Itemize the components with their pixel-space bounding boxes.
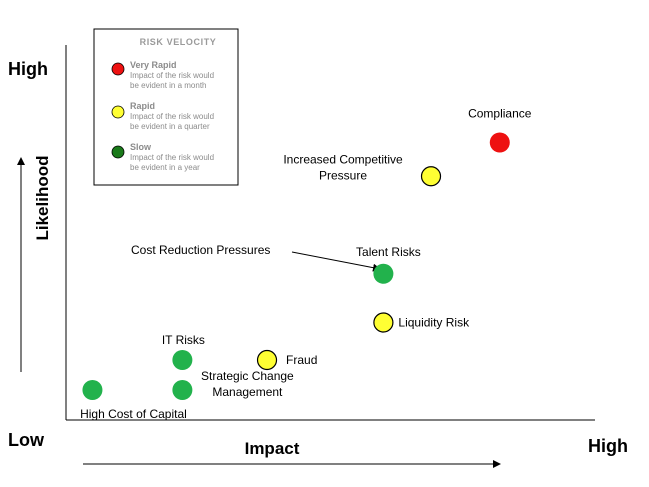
legend-slow-desc-1: Impact of the risk would — [130, 153, 214, 162]
legend-very-rapid-desc-2: be evident in a month — [130, 81, 207, 90]
data-points: Compliance Increased Competitive Pressure T… — [80, 107, 532, 422]
x-axis-title: Impact — [245, 439, 300, 458]
point-fraud — [256, 349, 278, 371]
legend-title: RISK VELOCITY — [140, 37, 217, 47]
x-low-label: Low — [8, 430, 45, 450]
point-label-high-cost-of-capital: High Cost of Capital — [80, 407, 187, 421]
legend-slow-desc-2: be evident in a year — [130, 163, 200, 172]
x-high-label: High — [588, 436, 628, 456]
point-strategic-change-management — [172, 380, 193, 400]
point-it-risks — [172, 350, 193, 370]
point-label-it-risks: IT Risks — [162, 333, 205, 347]
legend-very-rapid-name: Very Rapid — [130, 60, 177, 70]
point-label-talent-risks: Talent Risks — [356, 245, 421, 259]
point-label-increased-competitive-pressure-line-1: Increased Competitive — [283, 152, 403, 166]
point-talent-risks — [373, 263, 394, 284]
legend-very-rapid-swatch — [111, 62, 125, 76]
point-increased-competitive-pressure — [420, 166, 442, 187]
point-liquidity-risk — [373, 312, 394, 333]
legend-rapid-name: Rapid — [130, 101, 155, 111]
annotation-cost-reduction: Cost Reduction Pressures — [131, 243, 270, 257]
point-compliance — [489, 132, 510, 153]
annotation-cost-reduction-arrow — [291, 251, 381, 272]
legend-very-rapid-desc-1: Impact of the risk would — [130, 71, 214, 80]
point-label-strategic-change-management-line-1: Strategic Change — [201, 369, 294, 383]
point-label-fraud: Fraud — [286, 353, 317, 367]
y-high-label: High — [8, 59, 48, 79]
legend-rapid-desc-1: Impact of the risk would — [130, 112, 214, 121]
legend-slow-name: Slow — [130, 142, 152, 152]
legend-rapid-desc-2: be evident in a quarter — [130, 122, 210, 131]
legend: RISK VELOCITY Very Rapid Impact of the r… — [93, 28, 239, 186]
y-axis-title: Likelihood — [33, 156, 52, 241]
legend-rapid-swatch — [111, 105, 125, 119]
point-label-compliance: Compliance — [468, 107, 532, 121]
legend-slow-swatch — [111, 145, 125, 159]
point-label-increased-competitive-pressure-line-2: Pressure — [319, 168, 367, 182]
point-label-strategic-change-management-line-2: Management — [212, 385, 283, 399]
point-high-cost-of-capital — [82, 380, 103, 400]
point-label-liquidity-risk: Liquidity Risk — [398, 316, 470, 330]
